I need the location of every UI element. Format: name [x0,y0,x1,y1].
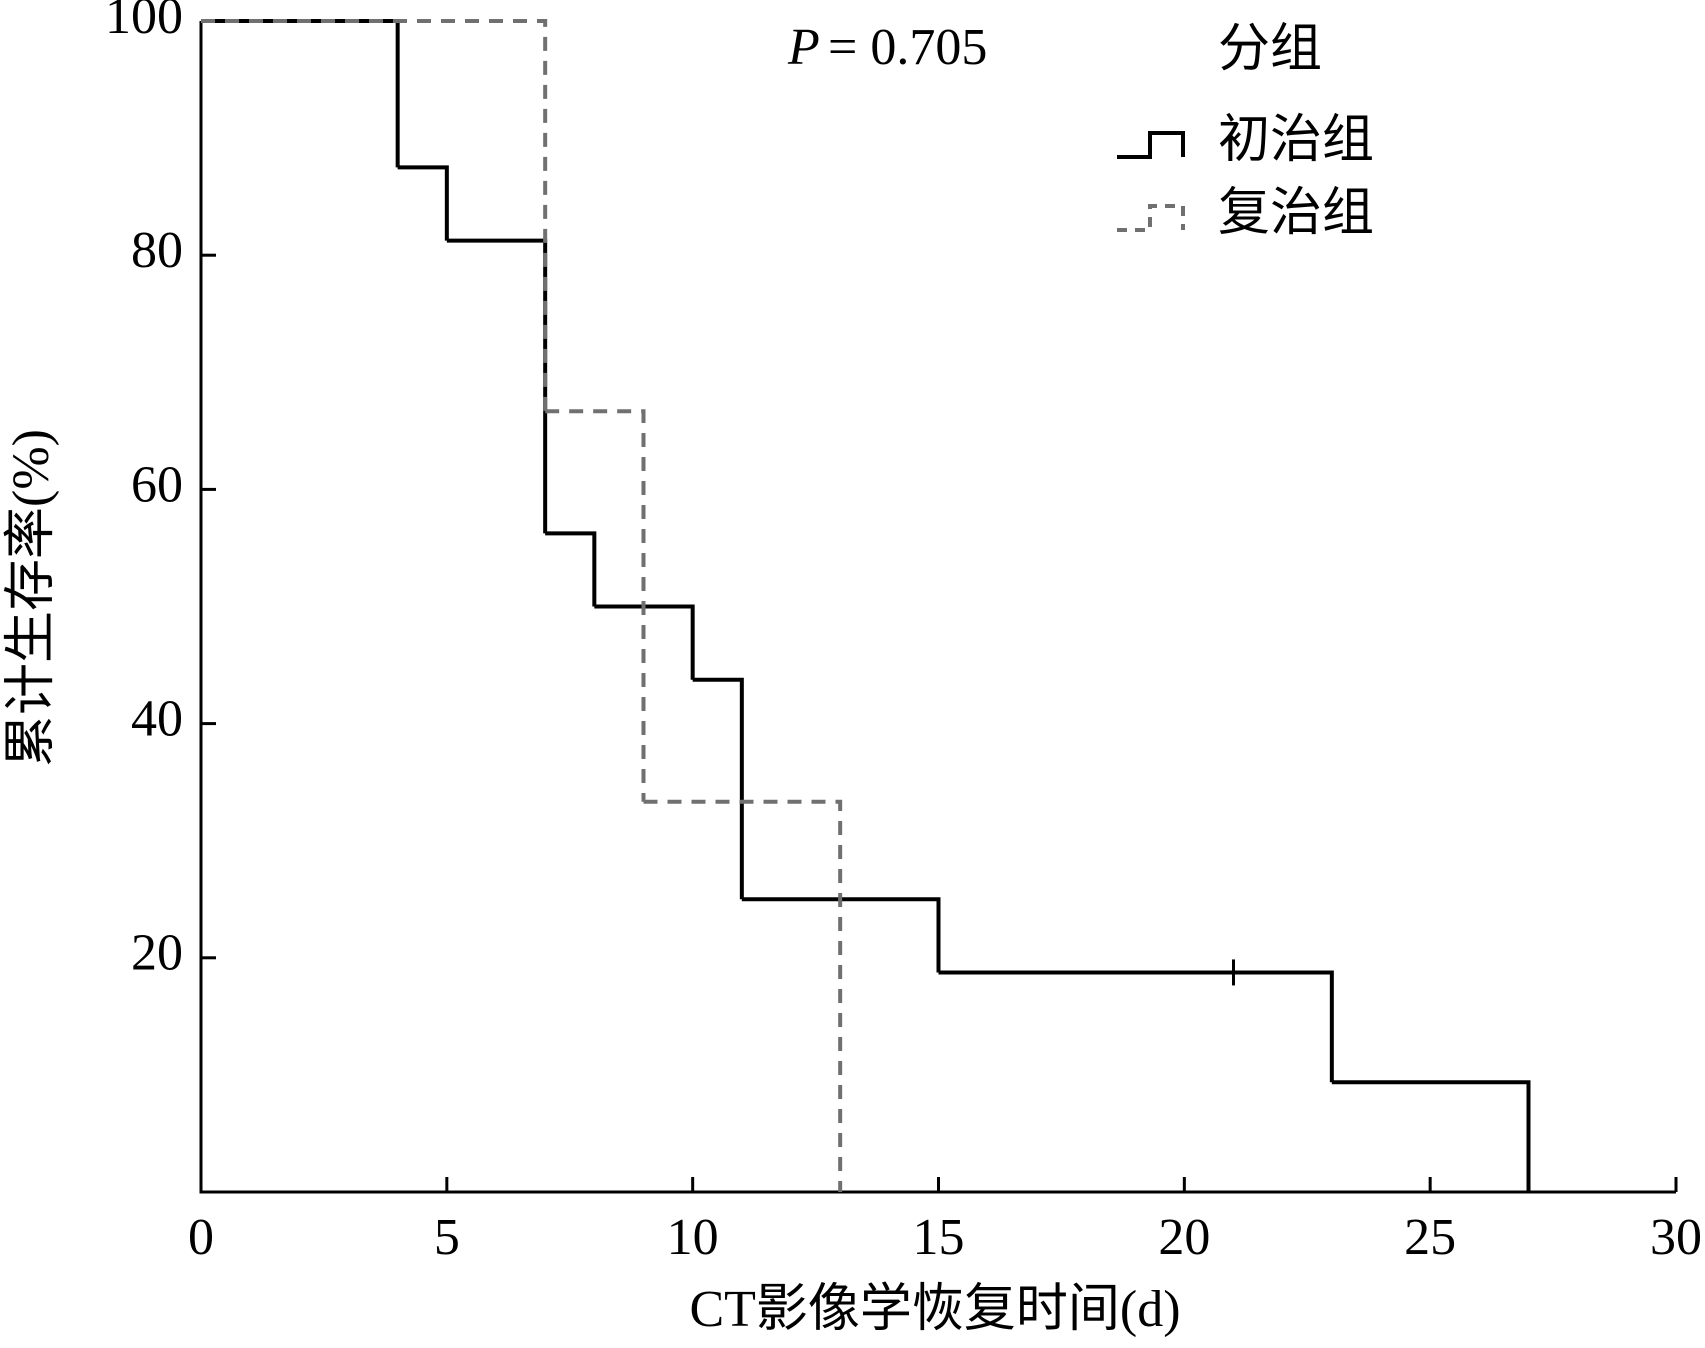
survival-step [201,19,548,412]
axes [199,21,1676,1194]
survival-step [692,677,744,900]
survival-step [938,970,1334,1083]
x-tick-label: 30 [1650,1209,1702,1266]
survival-step [397,165,449,241]
survival-step [643,799,843,1192]
legend-symbol [1117,131,1185,159]
p-value: = 0.705 [828,19,987,76]
p-symbol: P [787,19,820,76]
y-tick-label: 60 [131,456,183,513]
y-tick-label: 40 [131,691,183,748]
survival-step [446,238,548,534]
x-tick-label: 25 [1404,1209,1456,1266]
survival-step [545,531,597,607]
x-axis-label: CT影像学恢复时间(d) [689,1281,1180,1338]
x-tick-label: 20 [1158,1209,1210,1266]
x-tick-label: 15 [913,1209,965,1266]
survival-step [594,604,695,680]
survival-step [545,409,646,802]
survival-step [201,19,400,168]
y-tick-label: 80 [131,222,183,279]
legend-title: 分组 [1218,21,1322,78]
y-tick-label: 100 [105,0,183,45]
survival-step [1331,1080,1531,1192]
legend-label: 复治组 [1218,185,1374,242]
legend-symbol [1117,204,1185,232]
x-tick-label: 5 [434,1209,460,1266]
y-tick-label: 20 [131,925,183,982]
survival-step [741,897,941,973]
legend-label: 初治组 [1218,112,1374,169]
x-tick-label: 10 [667,1209,719,1266]
y-axis-label: 累计生存率(%) [3,429,60,767]
x-tick-label: 0 [188,1209,214,1266]
